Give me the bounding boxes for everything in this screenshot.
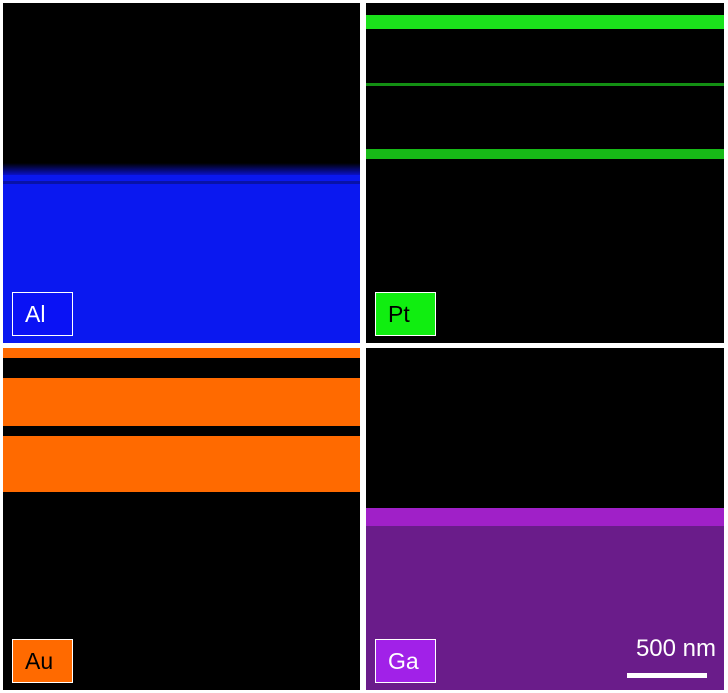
scale-bar	[627, 673, 707, 678]
ga-element-badge: Ga	[375, 639, 436, 683]
al-layer-line	[3, 181, 360, 184]
ga-element-label: Ga	[388, 647, 419, 674]
al-element-label: Al	[25, 300, 46, 327]
au-layer-lower	[3, 436, 360, 492]
au-map-panel: Au	[3, 348, 360, 690]
al-layer-edge	[3, 163, 360, 175]
scale-bar-label: 500 nm	[635, 635, 716, 662]
al-element-badge: Al	[12, 292, 73, 336]
au-layer-upper	[3, 378, 360, 426]
pt-element-label: Pt	[388, 300, 410, 327]
au-layer-top	[3, 348, 360, 358]
pt-layer-thin	[366, 83, 724, 86]
pt-layer-mid	[366, 149, 724, 159]
ga-map-panel: Ga 500 nm	[366, 348, 724, 690]
al-map-panel: Al	[3, 3, 360, 343]
au-element-label: Au	[25, 647, 54, 674]
pt-layer-top	[366, 15, 724, 29]
pt-map-panel: Pt	[366, 3, 724, 343]
au-element-badge: Au	[12, 639, 73, 683]
ga-layer-surface	[366, 508, 724, 526]
pt-element-badge: Pt	[375, 292, 436, 336]
